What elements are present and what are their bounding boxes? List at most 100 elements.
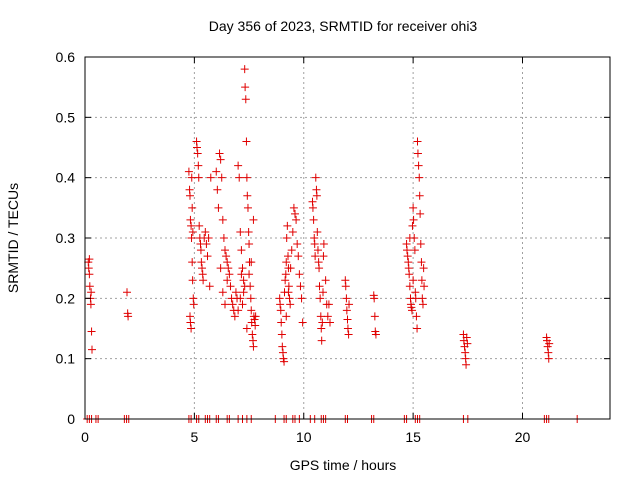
data-point [85,282,94,291]
data-point [124,312,133,321]
data-point [251,312,260,321]
y-tick-label: 0.1 [56,351,76,367]
data-point [237,246,246,255]
data-point [344,330,353,339]
data-point [296,282,305,291]
data-point [403,252,412,261]
y-tick-label: 0.5 [56,109,76,125]
data-point [87,288,96,297]
data-point [283,221,292,230]
data-point [409,203,418,212]
data-point [193,143,201,152]
data-point [284,252,292,261]
data-point [288,227,297,236]
data-point [418,300,427,309]
data-point [87,327,96,336]
data-point [408,221,417,230]
data-point [247,306,256,315]
data-point [123,288,131,297]
data-point [312,191,321,200]
data-point [236,227,245,236]
data-point [281,276,290,285]
data-point [318,318,327,327]
data-point [219,234,228,242]
data-point [308,203,317,212]
data-point [248,330,257,339]
data-point [216,264,225,273]
data-point [212,167,221,176]
data-point [295,270,304,279]
data-point [293,240,302,249]
data-point [216,155,225,164]
data-point [193,149,202,158]
data-point [280,357,289,366]
data-point [186,318,195,327]
data-point [223,258,232,267]
data-point [282,312,291,321]
data-point [88,345,96,354]
data-point [413,149,422,158]
data-point [246,294,255,303]
y-tick-label: 0 [67,411,75,427]
data-point [319,240,328,249]
x-tick-label: 15 [405,429,421,445]
data-point [197,258,206,267]
data-point [545,339,554,348]
y-tick-label: 0.6 [56,49,76,65]
data-point [240,65,249,74]
data-point [371,330,380,339]
data-point [85,270,94,279]
data-point [341,282,350,291]
data-points [83,65,582,423]
data-point [281,270,290,279]
data-point [403,246,411,255]
data-point [213,185,222,194]
data-point [243,191,252,200]
data-point [247,258,256,267]
data-point [239,276,248,285]
data-point [198,264,207,273]
data-point [187,173,196,182]
data-point [238,264,247,273]
data-point [313,227,322,236]
data-point [276,306,285,315]
data-point [420,282,429,291]
data-point [276,300,285,309]
data-point [285,294,294,303]
data-point [194,173,203,182]
x-tick-label: 5 [190,429,198,445]
data-point [188,276,197,285]
data-point [240,282,249,291]
x-tick-labels: 0 5 10 15 20 [81,429,530,445]
data-point [86,300,95,309]
chart-title: Day 356 of 2023, SRMTID for receiver ohi… [209,18,478,34]
data-point [286,264,295,273]
x-tick-label: 10 [296,429,312,445]
data-point [242,173,251,182]
data-point [286,300,295,309]
data-point [245,240,254,249]
data-point [231,288,240,297]
data-point [187,221,196,230]
data-point [223,276,232,285]
data-point [310,240,319,249]
data-point [184,167,193,176]
data-point [415,173,424,182]
data-point [291,209,299,218]
data-point [199,276,208,285]
data-point [186,215,195,224]
data-point [410,246,419,255]
data-point [419,264,428,273]
data-point [289,203,298,212]
data-point [417,276,426,285]
data-point [218,288,227,297]
data-point [370,294,379,303]
data-point [249,342,258,351]
data-point [235,173,244,182]
data-point [206,173,215,182]
data-point [311,173,320,182]
data-point [241,83,250,92]
data-point [319,252,328,261]
